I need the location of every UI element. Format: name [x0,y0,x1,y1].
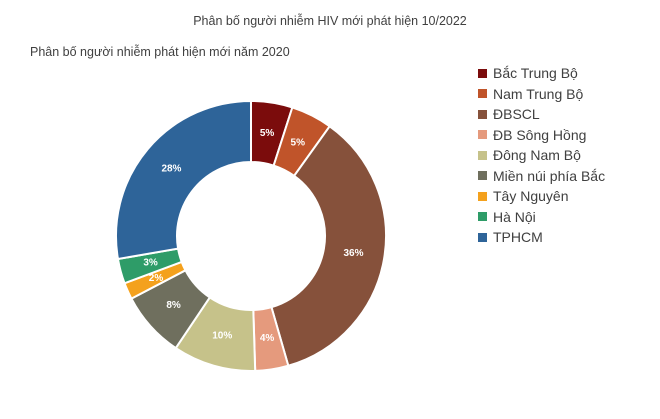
legend-item-mien-nui-phia-bac: Miền núi phía Bắc [478,166,605,187]
legend-swatch [478,191,487,201]
legend-swatch [478,89,487,99]
legend-label: Hà Nội [493,208,536,225]
legend-label: Bắc Trung Bộ [493,65,578,82]
legend-item-db-song-hong: ĐB Sông Hồng [478,125,605,146]
slice-dbscl [270,124,387,367]
data-label-nam-trung-bo: 5% [291,138,306,149]
legend-swatch [478,109,487,119]
data-label-tphcm: 28% [161,164,181,175]
legend-label: ĐBSCL [493,106,540,123]
data-label-db-song-hong: 4% [260,333,275,344]
data-label-dbscl: 36% [343,248,363,259]
legend-swatch [478,212,487,222]
legend-swatch [478,68,487,78]
legend-item-nam-trung-bo: Nam Trung Bộ [478,84,605,105]
data-label-bac-trung-bo: 5% [260,128,275,139]
legend-item-tay-nguyen: Tây Nguyên [478,186,605,207]
data-label-tay-nguyen: 2% [149,273,164,284]
chart-subtitle: Phân bố người nhiễm phát hiện mới năm 20… [30,45,290,59]
legend-swatch [478,150,487,160]
legend-label: ĐB Sông Hồng [493,126,587,143]
legend-label: TPHCM [493,229,543,246]
legend-swatch [478,130,487,140]
legend-label: Đông Nam Bộ [493,147,581,164]
chart-legend: Bắc Trung Bộ Nam Trung Bộ ĐBSCL ĐB Sông Hồn… [478,63,605,248]
legend-label: Tây Nguyên [493,188,569,205]
slice-tphcm [115,99,252,261]
chart-title: Phân bố người nhiễm HIV mới phát hiện 10… [193,14,467,28]
legend-item-dbscl: ĐBSCL [478,104,605,125]
data-label-dong-nam-bo: 10% [212,330,232,341]
legend-item-ha-noi: Hà Nội [478,207,605,228]
legend-item-dong-nam-bo: Đông Nam Bộ [478,145,605,166]
legend-swatch [478,232,487,242]
data-label-ha-noi: 3% [143,258,158,269]
legend-swatch [478,171,487,181]
legend-label: Miền núi phía Bắc [493,167,606,184]
data-label-mien-nui-phia-bac: 8% [166,300,181,311]
legend-item-tphcm: TPHCM [478,227,605,248]
legend-label: Nam Trung Bộ [493,85,584,102]
legend-item-bac-trung-bo: Bắc Trung Bộ [478,63,605,84]
